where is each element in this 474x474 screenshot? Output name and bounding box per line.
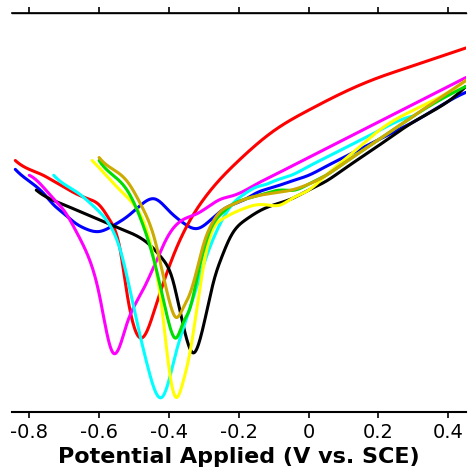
X-axis label: Potential Applied (V vs. SCE): Potential Applied (V vs. SCE) (58, 447, 419, 467)
